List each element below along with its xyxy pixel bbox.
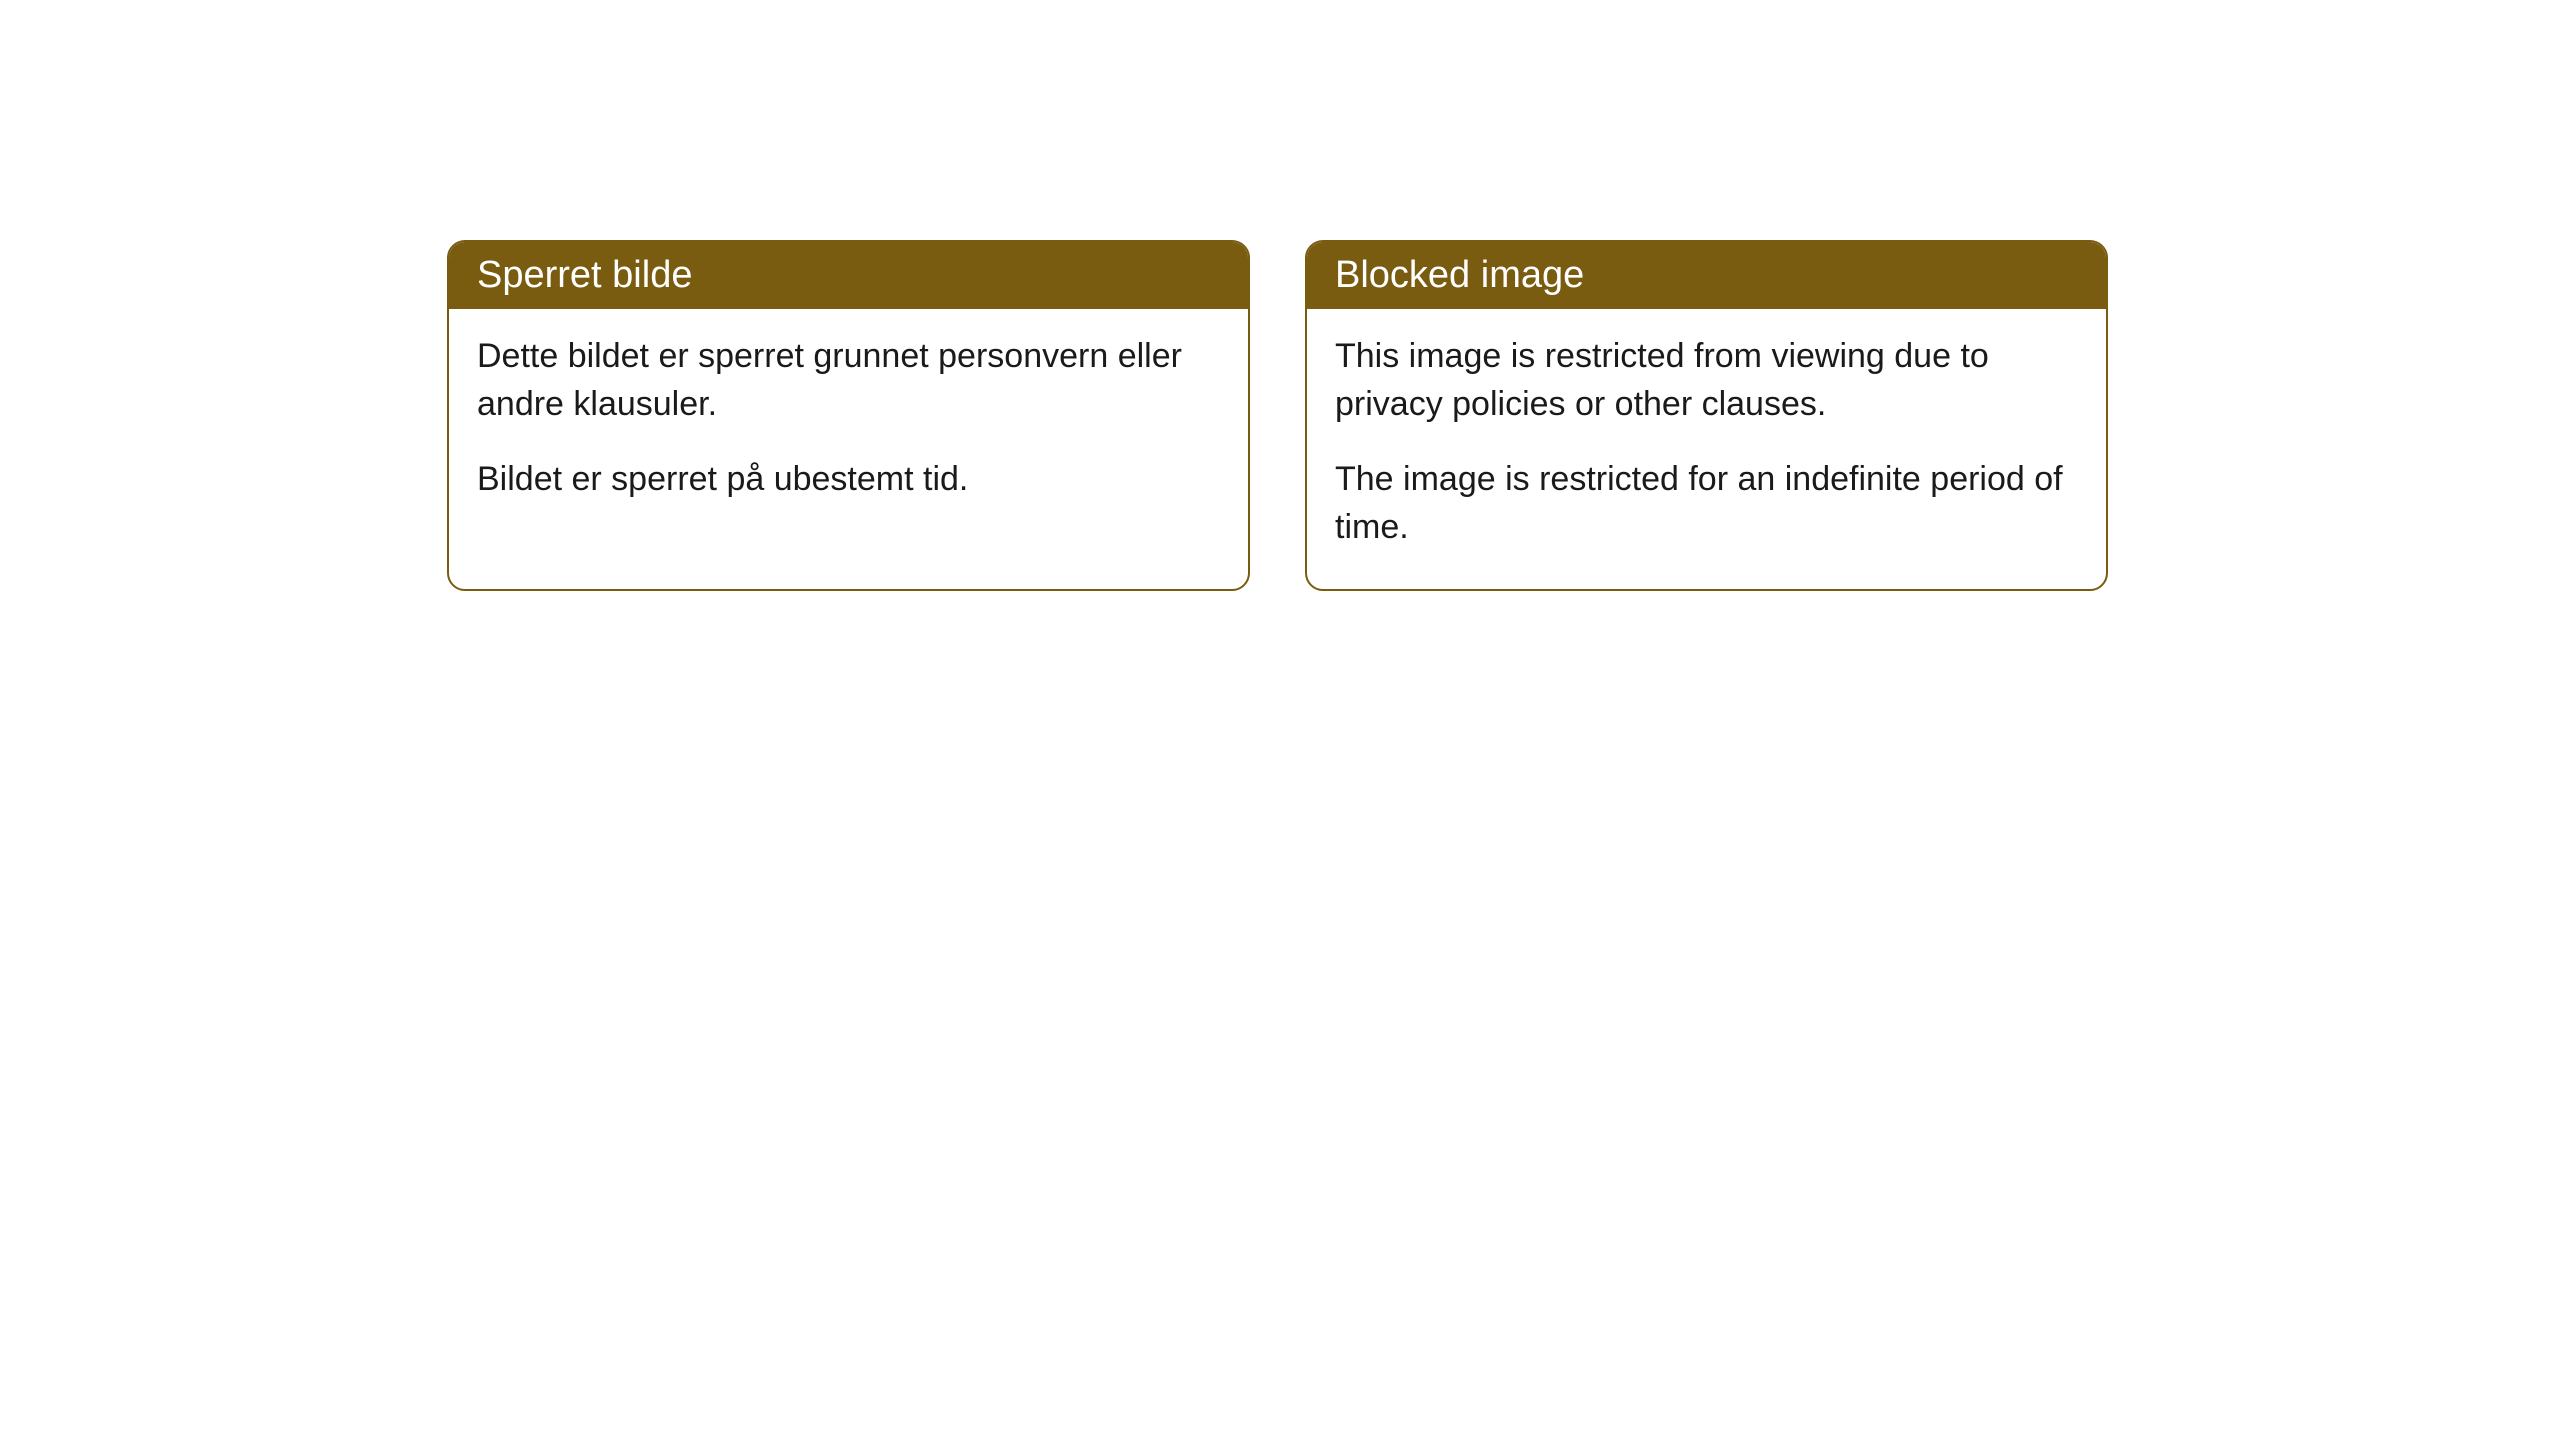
card-header-norwegian: Sperret bilde: [449, 242, 1248, 309]
card-body-norwegian: Dette bildet er sperret grunnet personve…: [449, 309, 1248, 542]
notice-card-english: Blocked image This image is restricted f…: [1305, 240, 2108, 591]
notice-card-norwegian: Sperret bilde Dette bildet er sperret gr…: [447, 240, 1250, 591]
card-paragraph-1: This image is restricted from viewing du…: [1335, 333, 2078, 428]
notice-cards-container: Sperret bilde Dette bildet er sperret gr…: [447, 240, 2108, 591]
card-title: Sperret bilde: [477, 254, 692, 296]
card-paragraph-2: Bildet er sperret på ubestemt tid.: [477, 456, 1220, 504]
card-header-english: Blocked image: [1307, 242, 2106, 309]
card-body-english: This image is restricted from viewing du…: [1307, 309, 2106, 589]
card-paragraph-1: Dette bildet er sperret grunnet personve…: [477, 333, 1220, 428]
card-title: Blocked image: [1335, 254, 1584, 296]
card-paragraph-2: The image is restricted for an indefinit…: [1335, 456, 2078, 551]
